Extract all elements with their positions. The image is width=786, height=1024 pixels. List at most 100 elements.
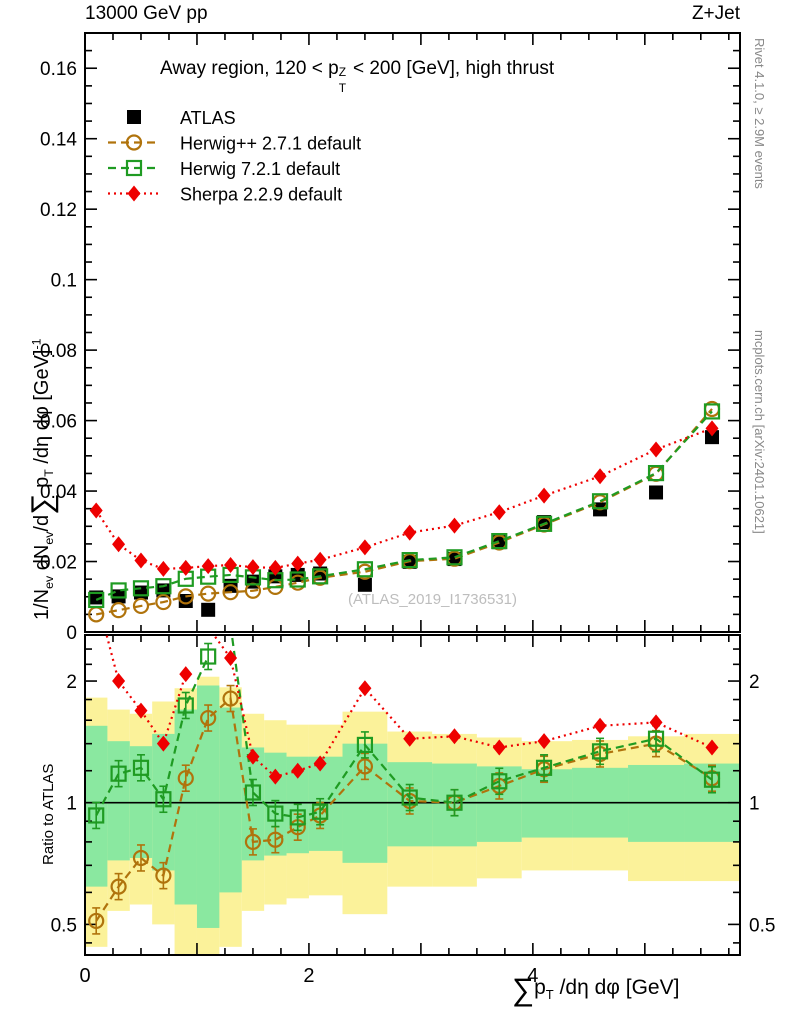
main-marker [446, 549, 463, 566]
main-marker [112, 536, 126, 553]
ratio-marker [358, 680, 372, 697]
ratio-ytick-label-right: 0.5 [749, 915, 775, 936]
ratio-ytick-label: 0.5 [51, 915, 77, 936]
ratio-marker [401, 789, 418, 806]
ratio-marker [112, 673, 126, 690]
ratio-marker [132, 849, 150, 867]
legend-label-2: Herwig 7.2.1 default [180, 159, 340, 179]
ratio-marker [110, 765, 127, 782]
header-process: Z+Jet [691, 3, 740, 24]
data-series [88, 400, 721, 623]
main-marker [647, 464, 665, 482]
main-marker [356, 561, 374, 578]
ratio-marker [291, 762, 305, 779]
main-marker [291, 555, 305, 572]
ratio-band-inner [219, 707, 242, 893]
main-marker [200, 585, 217, 602]
ratio-marker [647, 730, 665, 747]
ratio-marker [593, 717, 607, 734]
ratio-panel-frame [84, 634, 741, 956]
ratio-marker [491, 773, 508, 790]
main-marker [156, 560, 170, 577]
main-marker [401, 552, 418, 569]
main-ytick-label: 0.12 [40, 200, 77, 221]
ratio-marker [705, 739, 719, 756]
main-marker [492, 535, 507, 550]
ratio-marker [200, 709, 217, 727]
ratio-marker [312, 803, 329, 820]
main-marker [201, 602, 216, 617]
ratio-marker [537, 733, 551, 750]
ratio-marker [134, 702, 148, 719]
legend-marker-0 [127, 110, 141, 124]
main-marker [358, 539, 372, 556]
main-marker [491, 532, 508, 550]
ratio-band-inner [196, 685, 220, 928]
ratio-marker [88, 912, 105, 930]
legend: ATLAS Herwig++ 2.7.1 default Herwig 7.2.1 … [108, 108, 361, 205]
main-ytick-label: 0 [66, 623, 77, 644]
ratio-marker [177, 770, 194, 787]
plot-title-post: < 200 [GeV], high thrust [347, 58, 555, 79]
x-axis-title-rest: /dη dφ [GeV] [553, 976, 680, 999]
ratio-ytick-label: 2 [66, 672, 77, 693]
ratio-marker [177, 697, 194, 714]
ratio-marker [268, 768, 282, 785]
main-marker [313, 551, 327, 568]
ratio-marker [356, 758, 374, 775]
main-marker [447, 517, 461, 534]
legend-marker-1 [125, 134, 143, 151]
main-marker [492, 504, 506, 521]
main-ytick-label: 0.04 [40, 482, 77, 503]
ratio-marker [356, 736, 374, 754]
ratio-marker [132, 759, 150, 776]
ratio-marker [289, 809, 306, 826]
ratio-marker [110, 878, 127, 895]
main-marker [312, 568, 329, 585]
main-ytick-label: 0.08 [40, 341, 77, 362]
main-marker [246, 559, 260, 576]
ratio-marker [224, 650, 238, 667]
ratio-marker [591, 743, 609, 760]
main-marker [132, 580, 150, 597]
main-ytick-label: 0.14 [40, 130, 77, 151]
ratio-marker [156, 735, 170, 752]
main-marker [178, 593, 193, 608]
x-axis-title: ∑pT /dη dφ [GeV] [512, 972, 680, 1007]
ratio-marker [403, 730, 417, 747]
main-marker [134, 552, 148, 569]
ratio-marker [492, 739, 506, 756]
ratio-marker [703, 771, 721, 788]
main-marker [110, 602, 127, 619]
main-marker [649, 441, 663, 458]
main-marker [703, 403, 721, 420]
ratio-marker [200, 648, 217, 665]
main-marker [110, 582, 127, 599]
legend-marker-3 [127, 185, 141, 202]
ratio-band-inner [107, 741, 130, 861]
header-collision-energy: 13000 GeV pp [85, 3, 208, 24]
ratio-marker [313, 755, 327, 772]
ratio-series [88, 635, 721, 935]
ratio-marker [535, 759, 553, 776]
main-marker [357, 577, 372, 592]
ratio-marker [179, 666, 193, 683]
main-ytick-label: 0.02 [40, 553, 77, 574]
main-marker [179, 559, 193, 576]
main-marker [268, 559, 282, 576]
main-marker [155, 593, 172, 611]
main-line [95, 410, 713, 601]
x-tick-label: 0 [79, 965, 90, 987]
legend-label-0: ATLAS [180, 108, 236, 128]
main-marker [88, 591, 105, 609]
ratio-marker [267, 805, 284, 822]
main-marker [222, 584, 239, 601]
plot-title-pre: Away region, 120 < p [160, 58, 339, 79]
ratio-marker [649, 714, 663, 731]
ratio-marker [446, 794, 463, 811]
main-marker [89, 502, 103, 519]
ratio-marker [155, 791, 172, 808]
axis-tick-labels: 0 0.02 0.04 0.06 0.08 0.1 0.12 0.14 0.16 0.5 0.5 1 1… [40, 59, 775, 987]
